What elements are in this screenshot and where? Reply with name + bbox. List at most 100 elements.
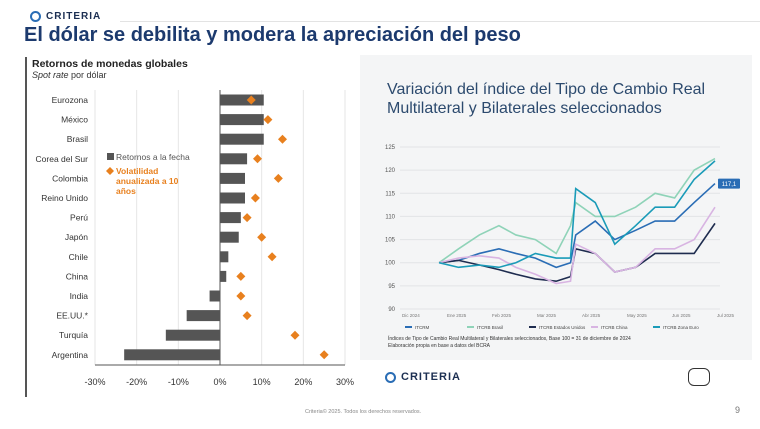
- category-label: Brasil: [67, 134, 88, 144]
- return-bar: [220, 94, 264, 106]
- y-tick-label: 115: [385, 191, 395, 197]
- category-label: México: [61, 115, 88, 125]
- legend-label: ITCRB Estados Unidos: [539, 325, 586, 330]
- return-bar: [220, 192, 245, 204]
- volatility-diamond: [246, 95, 256, 105]
- y-tick-label: 100: [385, 261, 396, 267]
- volatility-diamond: [250, 193, 260, 203]
- x-tick-label: 10%: [253, 377, 271, 387]
- volatility-diamond: [263, 115, 273, 125]
- right-chart-title: Variación del índice del Tipo de Cambio …: [387, 81, 706, 117]
- tcr-line-chart: 90 95 100 105 110 115 120 125 Dic 2024 Ene 2025 Fe…: [385, 145, 740, 330]
- brand-name: CRITERIA: [46, 11, 102, 22]
- note-line-1: Índices de Tipo de Cambio Real Multilate…: [388, 336, 631, 342]
- left-chart-subtitle: Spot rate por dólar: [32, 70, 107, 80]
- note-line-2: Elaboración propia en base a datos del B…: [388, 343, 491, 349]
- category-label: China: [66, 271, 88, 281]
- divider: [120, 21, 760, 22]
- return-bar: [124, 349, 220, 361]
- category-label: Reino Unido: [41, 193, 88, 203]
- last-value-badge: [718, 178, 740, 189]
- page-number: 9: [735, 405, 741, 415]
- category-label: EE.UU.*: [56, 311, 88, 321]
- legend-label-volatility: anualizada a 10: [116, 176, 179, 186]
- category-label: Corea del Sur: [36, 154, 89, 164]
- y-tick-label: 120: [385, 168, 396, 174]
- legend-label-volatility: años: [116, 186, 136, 196]
- y-tick-label: 110: [385, 214, 395, 220]
- volatility-diamond: [267, 252, 277, 262]
- x-tick-label: Ene 2025: [447, 313, 467, 318]
- return-bar: [220, 133, 264, 145]
- criteria-logo: CRITERIA: [30, 11, 101, 22]
- volatility-diamond: [273, 173, 283, 183]
- return-bar: [220, 114, 264, 126]
- return-bar: [220, 172, 245, 184]
- chart-note: Índices de Tipo de Cambio Real Multilate…: [388, 336, 748, 350]
- return-bar: [220, 270, 227, 282]
- legend-label-returns: Retornos a la fecha: [116, 152, 190, 162]
- series-line: [438, 157, 716, 264]
- x-tick-label: 0%: [213, 377, 226, 387]
- volatility-diamond: [242, 311, 252, 321]
- legend-label: ITCRB China: [601, 325, 628, 330]
- logo-ring-icon: [385, 371, 396, 383]
- category-label: Perú: [70, 213, 88, 223]
- volatility-diamond: [278, 134, 287, 144]
- series-line: [438, 206, 716, 285]
- category-label: India: [70, 291, 89, 301]
- legend-label: ITCRM: [415, 325, 429, 330]
- volatility-diamond: [253, 154, 262, 164]
- page-title: El dólar se debilita y modera la aprecia…: [24, 24, 521, 46]
- series-line: [438, 222, 716, 283]
- category-label: Turquía: [59, 330, 88, 340]
- x-tick-label: Abr 2025: [582, 313, 601, 318]
- legend-label: ITCRB Brasil: [477, 325, 503, 330]
- return-bar: [220, 153, 248, 165]
- legend-label-volatility: Volatilidad: [116, 166, 158, 176]
- category-label: Japón: [65, 232, 88, 242]
- subtitle-rest: por dólar: [68, 70, 107, 80]
- return-bar: [186, 310, 220, 322]
- return-bar: [209, 290, 220, 302]
- last-value-label: 117,1: [722, 182, 737, 188]
- logo-ring-icon: [30, 11, 41, 22]
- legend-swatch-volatility: [106, 167, 114, 175]
- x-tick-label: Jul 2025: [717, 313, 735, 318]
- legend-label: ITCRB Zona Euro: [663, 325, 699, 330]
- footer-copyright: Criteria© 2025. Todos los derechos reser…: [305, 409, 422, 415]
- volatility-diamond: [236, 291, 246, 301]
- y-tick-label: 90: [388, 307, 395, 313]
- currency-returns-chart: -30% -20% -10% 0% 10% 20% 30% Eurozona México Bra…: [36, 90, 354, 387]
- volatility-diamond: [319, 350, 329, 360]
- x-tick-label: -20%: [126, 377, 147, 387]
- x-tick-label: -30%: [84, 377, 105, 387]
- x-tick-label: Jun 2025: [672, 313, 691, 318]
- piggy-bank-icon: [688, 368, 710, 386]
- left-chart-title: Retornos de monedas globales: [32, 58, 188, 70]
- y-tick-label: 95: [388, 284, 395, 290]
- volatility-diamond: [290, 330, 300, 340]
- subtitle-italic: Spot rate: [32, 70, 69, 80]
- category-label: Argentina: [52, 350, 89, 360]
- category-label: Chile: [69, 252, 89, 262]
- volatility-diamond: [242, 213, 252, 223]
- legend-swatch-returns: [107, 153, 114, 160]
- left-accent-bar: [25, 57, 27, 397]
- category-label: Colombia: [52, 173, 88, 183]
- return-bar: [220, 251, 229, 263]
- x-tick-label: Feb 2025: [492, 313, 512, 318]
- x-tick-label: 30%: [336, 377, 354, 387]
- return-bar: [165, 329, 220, 341]
- volatility-diamond: [257, 232, 267, 242]
- criteria-logo-bottom: CRITERIA: [385, 371, 461, 383]
- return-bar: [220, 231, 239, 243]
- x-tick-label: May 2025: [627, 313, 647, 318]
- series-line: [438, 182, 716, 269]
- x-tick-label: Mar 2025: [537, 313, 557, 318]
- volatility-diamond: [236, 271, 246, 281]
- x-tick-label: Dic 2024: [402, 313, 420, 318]
- series-line: [438, 160, 716, 269]
- brand-name: CRITERIA: [401, 371, 461, 383]
- category-label: Eurozona: [52, 95, 89, 105]
